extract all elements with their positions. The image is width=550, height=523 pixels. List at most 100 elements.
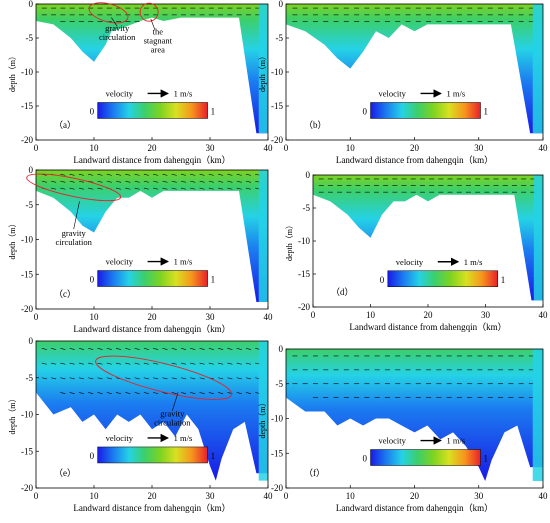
velocity-arrow (236, 348, 242, 350)
velocity-arrow (245, 362, 252, 365)
velocity-arrow (143, 392, 149, 394)
colorbar-max-label: 1 (484, 454, 489, 464)
velocity-arrow (190, 362, 196, 365)
annotation-gravity-circulation: gravity circulation (154, 409, 191, 428)
legend-reference-label: 1 m/s (174, 88, 193, 98)
y-tick-label: 0 (279, 344, 284, 354)
y-axis-label: depth（m） (258, 52, 267, 92)
velocity-arrow (106, 362, 112, 365)
y-tick-label: -15 (271, 101, 283, 111)
velocity-arrow (125, 173, 131, 176)
legend-reference-label: 1 m/s (464, 257, 483, 267)
velocity-arrow (97, 187, 103, 190)
velocity-field (36, 341, 268, 481)
velocity-arrow (245, 348, 252, 350)
panel-label: （f） (304, 468, 325, 478)
velocity-arrow (88, 377, 94, 380)
velocity-arrow (134, 173, 140, 176)
velocity-arrow (208, 348, 214, 350)
velocity-arrow (153, 392, 159, 394)
velocity-arrow (60, 362, 66, 365)
velocity-vectors (318, 178, 536, 193)
velocity-arrow (153, 377, 159, 380)
y-axis-label: depth（m） (8, 52, 17, 92)
x-tick-label: 40 (264, 491, 274, 501)
velocity-arrow (171, 377, 177, 380)
channel-strip (258, 170, 268, 303)
y-tick-label: -20 (21, 135, 33, 145)
velocity-arrow (69, 348, 75, 350)
velocity-arrow (245, 377, 252, 380)
y-tick-label: -5 (26, 200, 34, 210)
y-axis-label: depth（m） (285, 221, 294, 261)
velocity-arrow (41, 348, 47, 350)
velocity-arrow (218, 362, 224, 365)
velocity-arrow (51, 180, 57, 183)
velocity-arrow (125, 187, 131, 190)
velocity-arrow (97, 362, 103, 365)
velocity-arrow (125, 377, 131, 380)
panel-label: （b） (304, 120, 327, 130)
velocity-arrow (125, 362, 131, 365)
velocity-arrow (143, 173, 149, 176)
velocity-arrow (227, 173, 233, 176)
x-tick-label: 10 (346, 143, 356, 153)
y-tick-label: 0 (279, 0, 284, 9)
velocity-arrow (51, 377, 57, 380)
velocity-arrow (125, 392, 131, 394)
colorbar-max-label: 1 (211, 451, 216, 461)
colorbar-max-label: 1 (211, 275, 216, 285)
velocity-arrow (106, 348, 112, 350)
velocity-arrow (227, 348, 233, 350)
annotation-leader (73, 201, 80, 230)
stagnant-loop (139, 2, 159, 22)
velocity-arrow (106, 173, 112, 176)
velocity-arrow (69, 173, 75, 176)
velocity-arrow (106, 377, 112, 380)
x-tick-label: 40 (539, 143, 549, 153)
x-tick-label: 0 (284, 143, 289, 153)
x-tick-label: 40 (539, 491, 549, 501)
x-tick-label: 40 (539, 310, 549, 320)
annotation-leader (111, 17, 118, 27)
circulation-loop (88, 2, 129, 24)
velocity-arrow (245, 173, 252, 176)
velocity-arrow (60, 180, 66, 183)
velocity-arrow (171, 187, 177, 190)
colorbar (387, 270, 499, 288)
velocity-arrow (106, 392, 112, 394)
velocity-arrow (162, 377, 168, 380)
velocity-field (313, 175, 543, 301)
y-tick-label: -20 (271, 483, 283, 493)
velocity-arrow (171, 348, 177, 350)
velocity-arrow (134, 187, 140, 190)
colorbar (370, 449, 481, 466)
velocity-arrow (88, 362, 94, 365)
colorbar (97, 446, 208, 464)
y-tick-label: -20 (21, 483, 33, 493)
y-tick-label: -10 (298, 236, 310, 246)
velocity-arrow (115, 362, 122, 365)
y-tick-label: -5 (303, 203, 311, 213)
velocity-arrow (134, 362, 140, 365)
velocity-arrow (190, 173, 196, 176)
x-axis-label: Landward distance from dahengqin（km） (73, 503, 230, 513)
y-tick-label: -20 (271, 135, 283, 145)
y-tick-label: -10 (21, 235, 33, 245)
velocity-arrow (162, 180, 168, 183)
velocity-arrow (227, 362, 233, 365)
velocity-arrow (180, 348, 187, 350)
x-tick-label: 20 (410, 491, 420, 501)
x-tick-label: 40 (264, 143, 274, 153)
legend-title: velocity (106, 257, 134, 267)
x-axis-label: Landward distance from dahengqin（km） (73, 324, 230, 334)
velocity-arrow (208, 392, 214, 394)
velocity-arrow (88, 187, 94, 190)
colorbar-min-label: 0 (90, 275, 95, 285)
y-tick-label: -10 (21, 67, 33, 77)
velocity-arrow (190, 392, 196, 394)
x-tick-label: 20 (148, 143, 158, 153)
y-tick-label: -15 (298, 269, 310, 279)
velocity-arrow (115, 173, 122, 176)
y-tick-label: 0 (29, 336, 34, 346)
